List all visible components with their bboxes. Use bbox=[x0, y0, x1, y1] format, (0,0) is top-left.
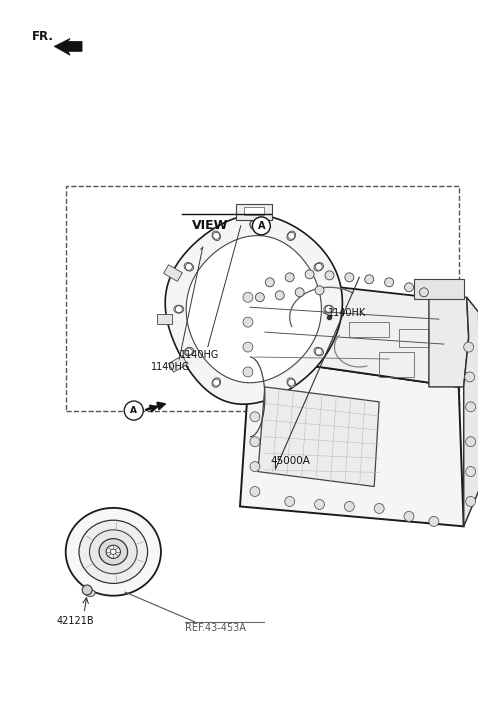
Polygon shape bbox=[250, 277, 459, 387]
Bar bbox=[163, 265, 182, 281]
Circle shape bbox=[288, 379, 295, 386]
Circle shape bbox=[265, 278, 274, 286]
Text: 45000A: 45000A bbox=[271, 457, 310, 466]
Ellipse shape bbox=[250, 220, 258, 230]
Circle shape bbox=[315, 286, 324, 294]
Circle shape bbox=[345, 273, 354, 282]
Ellipse shape bbox=[212, 378, 220, 387]
Polygon shape bbox=[258, 387, 379, 486]
Circle shape bbox=[285, 273, 294, 282]
Circle shape bbox=[275, 291, 284, 300]
Circle shape bbox=[365, 275, 374, 284]
Polygon shape bbox=[429, 297, 468, 387]
Circle shape bbox=[252, 217, 270, 235]
Circle shape bbox=[315, 263, 322, 270]
Circle shape bbox=[250, 411, 260, 422]
Circle shape bbox=[405, 283, 413, 292]
Ellipse shape bbox=[66, 508, 161, 595]
Text: REF.43-453A: REF.43-453A bbox=[185, 623, 246, 632]
Polygon shape bbox=[186, 236, 321, 382]
Circle shape bbox=[466, 497, 476, 507]
Ellipse shape bbox=[324, 305, 334, 313]
Ellipse shape bbox=[314, 348, 323, 356]
Circle shape bbox=[404, 511, 414, 521]
Bar bbox=[157, 314, 172, 324]
Ellipse shape bbox=[314, 262, 323, 271]
Ellipse shape bbox=[79, 521, 148, 583]
Bar bbox=[349, 322, 389, 337]
Text: 1140HG: 1140HG bbox=[180, 350, 219, 360]
Circle shape bbox=[465, 372, 475, 382]
Circle shape bbox=[250, 486, 260, 497]
Polygon shape bbox=[464, 297, 479, 526]
Circle shape bbox=[466, 402, 476, 411]
Bar bbox=[66, 186, 458, 411]
Ellipse shape bbox=[287, 231, 296, 241]
Circle shape bbox=[385, 278, 394, 286]
Circle shape bbox=[305, 270, 314, 279]
Circle shape bbox=[288, 233, 295, 239]
Bar bbox=[169, 356, 187, 372]
Text: 42121B: 42121B bbox=[56, 616, 94, 627]
Text: FR.: FR. bbox=[33, 30, 54, 43]
Circle shape bbox=[124, 401, 143, 420]
Circle shape bbox=[82, 585, 92, 595]
Ellipse shape bbox=[90, 530, 137, 574]
Ellipse shape bbox=[212, 231, 220, 241]
Circle shape bbox=[344, 502, 354, 511]
Circle shape bbox=[213, 379, 220, 386]
Ellipse shape bbox=[174, 305, 184, 313]
Bar bbox=[399, 329, 429, 347]
Ellipse shape bbox=[85, 590, 95, 596]
Circle shape bbox=[243, 317, 253, 327]
Circle shape bbox=[315, 348, 322, 355]
Circle shape bbox=[295, 288, 304, 297]
Circle shape bbox=[250, 462, 260, 472]
Circle shape bbox=[466, 467, 476, 477]
Circle shape bbox=[464, 342, 474, 352]
Circle shape bbox=[243, 342, 253, 352]
Circle shape bbox=[285, 497, 295, 507]
Ellipse shape bbox=[287, 378, 296, 387]
Bar bbox=[244, 207, 264, 215]
Circle shape bbox=[251, 221, 257, 228]
Polygon shape bbox=[165, 215, 342, 404]
Circle shape bbox=[185, 263, 192, 270]
Circle shape bbox=[429, 516, 439, 526]
Circle shape bbox=[255, 293, 264, 302]
Text: 1140HG: 1140HG bbox=[151, 362, 191, 372]
Text: VIEW: VIEW bbox=[192, 220, 228, 233]
Ellipse shape bbox=[184, 262, 194, 271]
Bar bbox=[236, 204, 272, 220]
Circle shape bbox=[420, 288, 428, 297]
Text: A: A bbox=[130, 406, 137, 415]
Bar bbox=[414, 279, 464, 300]
Circle shape bbox=[213, 233, 220, 239]
Circle shape bbox=[325, 271, 334, 280]
Polygon shape bbox=[240, 357, 464, 526]
Circle shape bbox=[315, 499, 324, 510]
Circle shape bbox=[466, 437, 476, 446]
Circle shape bbox=[185, 348, 192, 355]
Circle shape bbox=[325, 305, 332, 313]
Bar bbox=[379, 352, 414, 377]
Circle shape bbox=[250, 437, 260, 446]
Circle shape bbox=[243, 367, 253, 377]
Ellipse shape bbox=[99, 539, 127, 565]
Circle shape bbox=[175, 305, 182, 313]
Polygon shape bbox=[54, 39, 82, 55]
Text: A: A bbox=[258, 221, 265, 231]
Circle shape bbox=[374, 504, 384, 513]
Circle shape bbox=[243, 292, 253, 302]
Ellipse shape bbox=[111, 549, 116, 555]
Ellipse shape bbox=[106, 545, 120, 558]
Ellipse shape bbox=[184, 348, 194, 356]
Text: 1140HK: 1140HK bbox=[328, 308, 366, 318]
